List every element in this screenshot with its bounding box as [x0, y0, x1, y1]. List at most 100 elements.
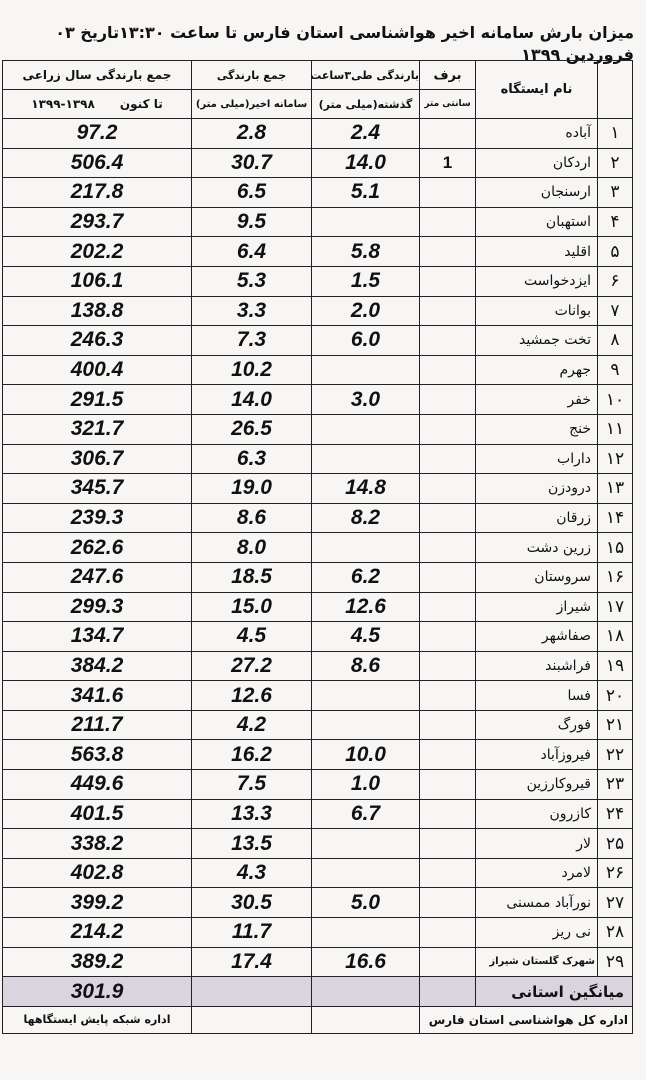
rain-annual-value: 563.8	[2, 739, 192, 771]
rain-annual-value: 389.2	[2, 946, 192, 978]
table-row: ۶ ایزدخواست 1.5 5.3 106.1	[2, 265, 633, 297]
station-name: فراشبند	[475, 650, 598, 682]
station-name: لامرد	[475, 857, 598, 889]
rain-3h-value: 5.8	[311, 236, 420, 267]
table-row: ۲۹ شهرک گلستان شیراز 16.6 17.4 389.2	[2, 946, 633, 978]
table-row: ۲۸ نی ریز 11.7 214.2	[2, 917, 633, 948]
station-index: ۱۹	[597, 650, 633, 682]
station-name: اردکان	[475, 147, 598, 179]
rain-3h-value: 16.6	[311, 946, 420, 978]
document-title: میزان بارش سامانه اخیر هواشناسی استان فا…	[55, 23, 634, 64]
snow-value	[419, 709, 476, 741]
header-recent-unit: سامانه اخیر(میلی متر)	[191, 89, 312, 119]
rain-recent-value: 9.5	[191, 206, 312, 238]
footer-network: اداره شبکه پایش ایستگاهها	[2, 1005, 192, 1034]
rain-3h-value: 6.0	[311, 325, 420, 356]
rain-3h-value: 1.5	[311, 265, 420, 297]
rain-annual-value: 399.2	[2, 887, 192, 919]
header-annual-unit-a: تا کنون	[119, 97, 163, 111]
rain-annual-value: 134.7	[2, 621, 192, 652]
station-name: صفاشهر	[475, 621, 598, 652]
station-name: داراب	[475, 443, 598, 475]
rain-3h-value: 6.2	[311, 561, 420, 593]
rain-annual-value: 239.3	[2, 502, 192, 534]
rain-annual-value: 246.3	[2, 325, 192, 356]
rain-recent-value: 30.7	[191, 147, 312, 179]
station-index: ۲۰	[597, 680, 633, 711]
rain-annual-value: 401.5	[2, 798, 192, 830]
station-name: شهرک گلستان شیراز	[475, 946, 598, 978]
snow-value	[419, 591, 476, 623]
station-name: خفر	[475, 384, 598, 415]
rain-annual-value: 202.2	[2, 236, 192, 267]
rain-3h-value	[311, 709, 420, 741]
station-index: ۱۵	[597, 532, 633, 563]
footer-row: اداره کل هواشناسی استان فارس اداره شبکه …	[2, 1005, 633, 1034]
footer-office: اداره کل هواشناسی استان فارس	[419, 1005, 633, 1034]
station-index: ۱۶	[597, 561, 633, 593]
rain-3h-value: 1.0	[311, 769, 420, 800]
station-name: نی ریز	[475, 917, 598, 948]
rain-3h-value: 14.8	[311, 473, 420, 504]
rain-recent-value: 12.6	[191, 680, 312, 711]
table-row: ۲۲ فیروزآباد 10.0 16.2 563.8	[2, 739, 633, 771]
station-index: ۱۳	[597, 473, 633, 504]
rain-3h-value: 5.0	[311, 887, 420, 919]
rain-recent-value: 6.5	[191, 177, 312, 208]
station-index: ۲	[597, 147, 633, 179]
snow-value	[419, 561, 476, 593]
snow-value	[419, 828, 476, 859]
rain-recent-value: 13.5	[191, 828, 312, 859]
station-name: فورگ	[475, 709, 598, 741]
station-index: ۲۹	[597, 946, 633, 978]
snow-value	[419, 887, 476, 919]
station-index: ۱۱	[597, 413, 633, 445]
rain-3h-value	[311, 532, 420, 563]
header-recent: جمع بارندگی	[191, 60, 312, 90]
table-row: ۱۱ خنج 26.5 321.7	[2, 413, 633, 445]
rain-annual-value: 138.8	[2, 295, 192, 327]
table-row: ۱۸ صفاشهر 4.5 4.5 134.7	[2, 621, 633, 652]
rain-3h-value: 12.6	[311, 591, 420, 623]
rain-recent-value: 13.3	[191, 798, 312, 830]
snow-value: 1	[419, 147, 476, 179]
station-index: ۲۱	[597, 709, 633, 741]
rain-3h-value: 3.0	[311, 384, 420, 415]
rain-3h-value	[311, 206, 420, 238]
rain-recent-value: 18.5	[191, 561, 312, 593]
rain-annual-value: 321.7	[2, 413, 192, 445]
rain-annual-value: 217.8	[2, 177, 192, 208]
rain-annual-value: 341.6	[2, 680, 192, 711]
table-row: ۱۴ زرقان 8.2 8.6 239.3	[2, 502, 633, 534]
station-name: بوانات	[475, 295, 598, 327]
station-name: تخت جمشید	[475, 325, 598, 356]
station-name: استهبان	[475, 206, 598, 238]
rain-recent-value: 4.3	[191, 857, 312, 889]
rain-recent-value: 7.5	[191, 769, 312, 800]
table-row: ۱ آباده 2.4 2.8 97.2	[2, 118, 633, 149]
rain-recent-value: 8.6	[191, 502, 312, 534]
rain-annual-value: 449.6	[2, 769, 192, 800]
snow-value	[419, 354, 476, 386]
station-index: ۱	[597, 118, 633, 149]
snow-value	[419, 473, 476, 504]
station-name: خنج	[475, 413, 598, 445]
station-index: ۲۵	[597, 828, 633, 859]
rain-recent-value: 4.5	[191, 621, 312, 652]
snow-value	[419, 650, 476, 682]
rain-recent-value: 2.8	[191, 118, 312, 149]
table-row: ۴ استهبان 9.5 293.7	[2, 206, 633, 238]
average-label: میانگین استانی	[475, 976, 633, 1007]
rain-recent-value: 4.2	[191, 709, 312, 741]
average-row: میانگین استانی 301.9	[2, 976, 633, 1007]
footer-blank-2	[191, 1005, 312, 1034]
rain-3h-value	[311, 354, 420, 386]
rain-annual-value: 211.7	[2, 709, 192, 741]
snow-value	[419, 769, 476, 800]
rain-3h-value	[311, 680, 420, 711]
station-index: ۸	[597, 325, 633, 356]
table-row: ۱۰ خفر 3.0 14.0 291.5	[2, 384, 633, 415]
header-snow-unit: سانتی متر	[419, 89, 476, 119]
table-row: ۲۴ کازرون 6.7 13.3 401.5	[2, 798, 633, 830]
rain-3h-value: 2.0	[311, 295, 420, 327]
